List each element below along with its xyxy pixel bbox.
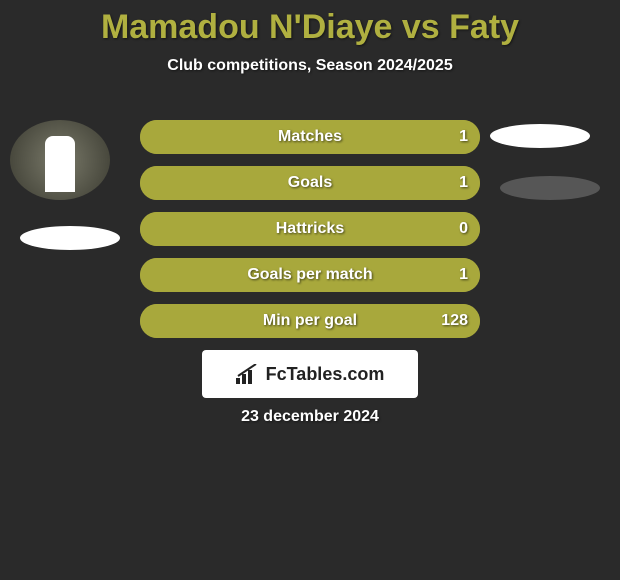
chart-icon bbox=[236, 364, 260, 384]
stat-label: Hattricks bbox=[140, 220, 480, 238]
brand-box[interactable]: FcTables.com bbox=[202, 350, 418, 398]
decor-ellipse-right-2 bbox=[500, 176, 600, 200]
stat-row-matches: Matches 1 bbox=[140, 120, 480, 154]
page-title: Mamadou N'Diaye vs Faty bbox=[0, 0, 620, 47]
brand-text: FcTables.com bbox=[266, 364, 385, 385]
stat-label: Goals bbox=[140, 174, 480, 192]
stat-label: Goals per match bbox=[140, 266, 480, 284]
stat-row-min-per-goal: Min per goal 128 bbox=[140, 304, 480, 338]
stat-value: 128 bbox=[441, 312, 468, 330]
stat-label: Min per goal bbox=[140, 312, 480, 330]
stat-label: Matches bbox=[140, 128, 480, 146]
decor-ellipse-left bbox=[20, 226, 120, 250]
decor-ellipse-right-1 bbox=[490, 124, 590, 148]
stat-value: 1 bbox=[459, 128, 468, 146]
stat-row-goals-per-match: Goals per match 1 bbox=[140, 258, 480, 292]
stat-value: 1 bbox=[459, 266, 468, 284]
stat-value: 0 bbox=[459, 220, 468, 238]
stat-value: 1 bbox=[459, 174, 468, 192]
stat-row-hattricks: Hattricks 0 bbox=[140, 212, 480, 246]
page-container: Mamadou N'Diaye vs Faty Club competition… bbox=[0, 0, 620, 580]
brand-logo: FcTables.com bbox=[236, 364, 385, 385]
page-subtitle: Club competitions, Season 2024/2025 bbox=[0, 57, 620, 75]
date-label: 23 december 2024 bbox=[0, 408, 620, 426]
stat-row-goals: Goals 1 bbox=[140, 166, 480, 200]
player-photo-left bbox=[10, 120, 110, 200]
stat-bars: Matches 1 Goals 1 Hattricks 0 Goals per … bbox=[140, 120, 480, 350]
